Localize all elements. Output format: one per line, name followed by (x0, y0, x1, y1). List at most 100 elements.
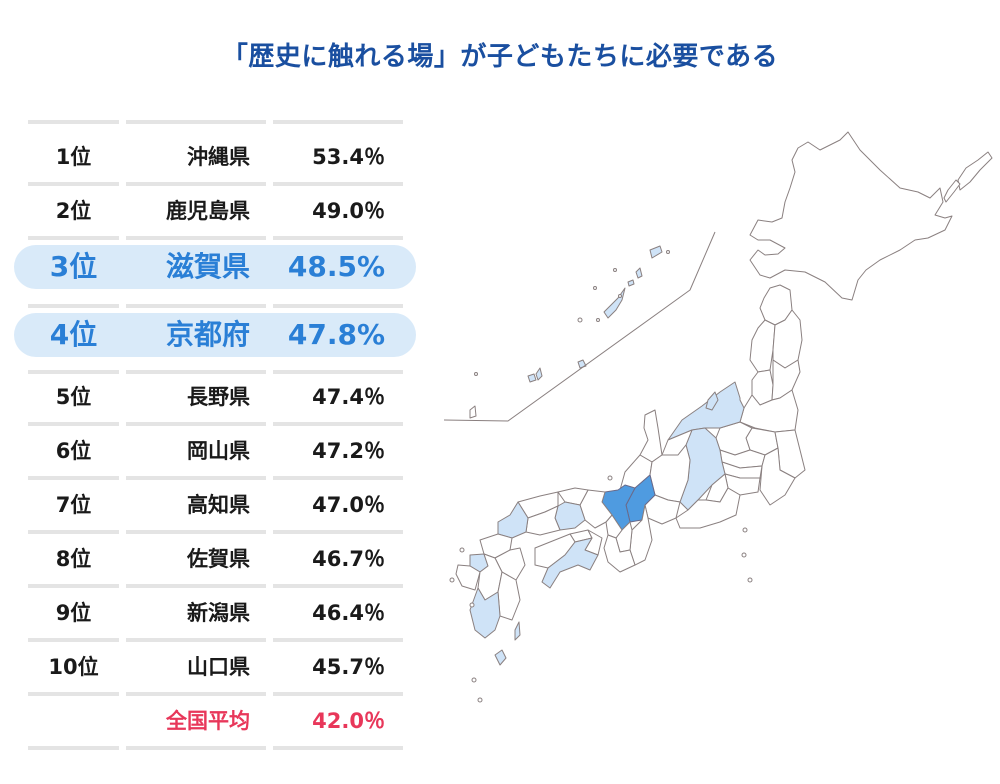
rank-label: 3位 (49, 250, 98, 283)
prefecture-name: 高知県 (187, 493, 250, 517)
ranking-row-4-highlighted: 4位 京都府 47.8% (0, 308, 420, 362)
row-separator (126, 476, 266, 480)
ranking-row-2: 2位 鹿児島県 49.0％ (0, 184, 420, 238)
ranking-row-1: 1位 沖縄県 53.4％ (0, 130, 420, 184)
rank-label: 6位 (55, 439, 92, 463)
row-separator (28, 530, 119, 534)
row-separator (28, 182, 119, 186)
shizuoka-shape (675, 487, 741, 529)
ishikawa-shape (639, 409, 663, 463)
percentage-value: 47.8% (287, 318, 385, 351)
chiba-shape (759, 447, 796, 506)
percentage-value: 46.7％ (312, 547, 385, 571)
tottori-shape (557, 487, 589, 506)
row-separator (28, 746, 119, 750)
row-separator (126, 120, 266, 124)
row-separator (273, 746, 403, 750)
chart-title: 「歴史に触れる場」が子どもたちに必要である (221, 42, 779, 72)
row-separator (28, 120, 119, 124)
ranking-row-7: 7位 高知県 47.0％ (0, 478, 420, 532)
row-separator (126, 530, 266, 534)
prefecture-name: 鹿児島県 (166, 199, 250, 223)
row-separator (273, 584, 403, 588)
ranking-row-6: 6位 岡山県 47.2％ (0, 424, 420, 478)
highlight-pill (14, 245, 416, 289)
ranking-row-9: 9位 新潟県 46.4％ (0, 586, 420, 640)
rank-label: 1位 (55, 145, 92, 169)
percentage-value: 49.0％ (312, 199, 385, 223)
row-separator (126, 304, 266, 308)
row-separator (28, 476, 119, 480)
percentage-value: 47.4％ (312, 385, 385, 409)
row-separator (126, 638, 266, 642)
row-separator (126, 746, 266, 750)
row-separator (126, 692, 266, 696)
row-separator (28, 304, 119, 308)
highlight-pill (14, 313, 416, 357)
japan-map-svg (443, 131, 993, 703)
kagoshima-shape (469, 587, 501, 639)
ranking-row-5: 5位 長野県 47.4％ (0, 370, 420, 424)
ranking-row-8: 8位 佐賀県 46.7％ (0, 532, 420, 586)
ranking-row-3-highlighted: 3位 滋賀県 48.5% (0, 240, 420, 294)
kochi-shape (541, 537, 599, 589)
percentage-value: 47.0％ (312, 493, 385, 517)
row-separator (273, 370, 403, 374)
prefecture-name: 京都府 (165, 318, 250, 351)
national-average-row: 全国平均 42.0％ (0, 694, 420, 748)
row-separator (126, 182, 266, 186)
rank-label: 7位 (55, 493, 92, 517)
row-separator (273, 422, 403, 426)
ranking-row-10: 10位 山口県 45.7％ (0, 640, 420, 694)
prefecture-name: 沖縄県 (187, 145, 250, 169)
prefecture-name: 長野県 (187, 385, 250, 409)
row-separator (273, 304, 403, 308)
percentage-value: 46.4％ (312, 601, 385, 625)
row-separator (28, 638, 119, 642)
row-separator (273, 182, 403, 186)
row-separator (126, 422, 266, 426)
row-separator (273, 476, 403, 480)
percentage-value: 53.4％ (312, 145, 385, 169)
average-label: 全国平均 (166, 709, 250, 733)
hiroshima-shape (525, 505, 561, 536)
row-separator (273, 530, 403, 534)
row-separator (273, 638, 403, 642)
row-separator (28, 692, 119, 696)
percentage-value: 45.7％ (312, 655, 385, 679)
row-separator (28, 584, 119, 588)
iwate-shape (772, 309, 803, 369)
rank-label: 4位 (49, 318, 98, 351)
japan-prefecture-map (440, 110, 1000, 710)
prefecture-name: 山口県 (187, 655, 250, 679)
prefecture-name: 新潟県 (187, 601, 250, 625)
row-separator (273, 120, 403, 124)
rank-label: 10位 (48, 655, 99, 679)
row-separator (28, 422, 119, 426)
row-separator (126, 236, 266, 240)
row-separator (126, 584, 266, 588)
rank-label: 5位 (55, 385, 92, 409)
row-separator (28, 236, 119, 240)
rank-label: 8位 (55, 547, 92, 571)
percentage-value: 48.5% (287, 250, 385, 283)
row-separator (126, 370, 266, 374)
okinawa-inset-border (443, 231, 716, 422)
prefecture-name: 岡山県 (187, 439, 250, 463)
wakayama-shape (603, 534, 636, 573)
row-separator (273, 692, 403, 696)
prefecture-name: 滋賀県 (165, 250, 250, 283)
sado-shape (705, 391, 719, 411)
percentage-value: 47.2％ (312, 439, 385, 463)
akita-shape (749, 319, 776, 373)
average-value: 42.0％ (312, 709, 385, 733)
hokkaido-shape (749, 131, 953, 301)
rank-label: 9位 (55, 601, 92, 625)
row-separator (28, 370, 119, 374)
okinawa-main-shape (603, 287, 626, 319)
rank-label: 2位 (55, 199, 92, 223)
prefecture-name: 佐賀県 (187, 547, 250, 571)
okayama-shape (554, 501, 586, 531)
row-separator (273, 236, 403, 240)
nagasaki-shape (455, 564, 481, 591)
